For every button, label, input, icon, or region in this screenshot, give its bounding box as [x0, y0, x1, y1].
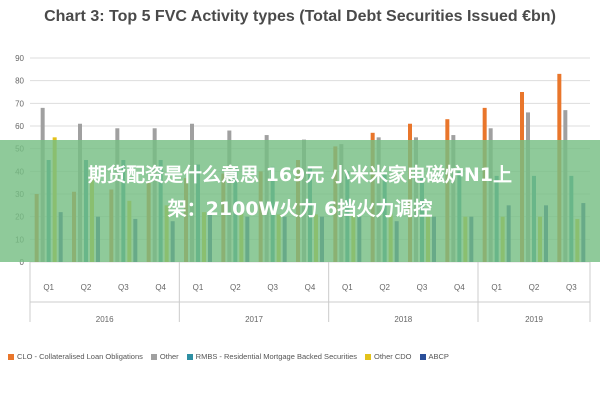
- legend-swatch: [419, 353, 426, 360]
- x-tick-label: Q1: [342, 283, 353, 292]
- x-tick-label: Q1: [193, 283, 204, 292]
- chart-legend: CLO - Collateralised Loan Obligations Oth…: [8, 352, 598, 361]
- legend-label: Other CDO: [374, 352, 412, 361]
- x-tick-label: Q4: [305, 283, 316, 292]
- x-tick-label: Q3: [566, 283, 577, 292]
- group-label: 2016: [96, 315, 114, 324]
- chart-title: Chart 3: Top 5 FVC Activity types (Total…: [44, 8, 556, 25]
- y-tick-label: 70: [15, 99, 24, 108]
- legend-label: RMBS - Residential Mortgage Backed Secur…: [195, 352, 357, 361]
- group-label: 2019: [525, 315, 543, 324]
- y-tick-label: 90: [15, 54, 24, 63]
- x-tick-label: Q2: [529, 283, 540, 292]
- x-tick-label: Q4: [454, 283, 465, 292]
- x-tick-label: Q2: [81, 283, 92, 292]
- legend-swatch: [365, 353, 371, 360]
- legend-label: ABCP: [428, 352, 449, 361]
- legend-item: CLO - Collateralised Loan Obligations: [8, 352, 143, 361]
- legend-item: Other: [150, 352, 179, 361]
- group-label: 2017: [245, 315, 263, 324]
- legend-label: CLO - Collateralised Loan Obligations: [17, 352, 143, 361]
- y-tick-label: 0: [20, 258, 25, 267]
- group-label: 2018: [394, 315, 412, 324]
- x-tick-label: Q2: [379, 283, 390, 292]
- x-tick-label: Q1: [491, 283, 502, 292]
- promo-line-1: 期货配资是什么意思 169元 小米米家电磁炉N1上: [87, 164, 512, 186]
- legend-item: Other CDO: [365, 352, 412, 361]
- legend-swatch: [186, 353, 193, 360]
- y-tick-label: 60: [15, 122, 24, 131]
- legend-swatch: [8, 353, 14, 360]
- x-tick-label: Q4: [155, 283, 166, 292]
- legend-swatch: [150, 353, 157, 360]
- x-tick-label: Q1: [43, 283, 54, 292]
- promo-text: 期货配资是什么意思 169元 小米米家电磁炉N1上 架：2100W火力 6挡火力…: [0, 158, 600, 226]
- x-tick-label: Q2: [230, 283, 241, 292]
- x-tick-label: Q3: [417, 283, 428, 292]
- promo-banner: [0, 140, 600, 262]
- legend-label: Other: [159, 352, 179, 361]
- y-tick-label: 80: [15, 77, 24, 86]
- x-tick-label: Q3: [118, 283, 129, 292]
- x-tick-label: Q3: [267, 283, 278, 292]
- legend-item: RMBS - Residential Mortgage Backed Secur…: [186, 352, 357, 361]
- promo-line-2: 架：2100W火力 6挡火力调控: [167, 198, 433, 220]
- legend-item: ABCP: [419, 352, 449, 361]
